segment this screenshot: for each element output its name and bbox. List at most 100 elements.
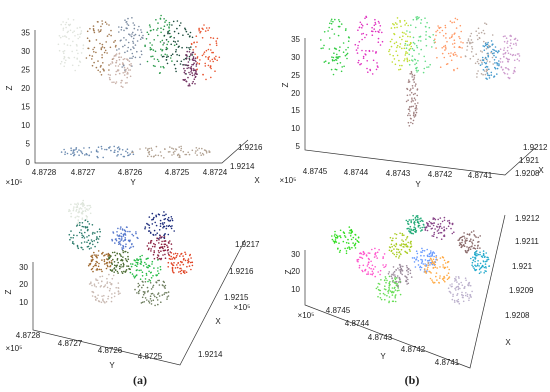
point <box>475 257 477 259</box>
point <box>82 153 84 155</box>
point <box>478 254 480 256</box>
point <box>78 204 80 206</box>
point <box>173 257 175 259</box>
point <box>441 227 443 229</box>
point <box>444 220 446 222</box>
x-axis-label: X <box>215 317 221 326</box>
point <box>398 60 400 62</box>
point <box>388 292 390 294</box>
point <box>473 260 475 262</box>
point <box>140 64 142 66</box>
point <box>159 284 161 286</box>
point <box>394 27 396 29</box>
point <box>121 247 123 249</box>
point <box>162 227 164 229</box>
point <box>448 277 450 279</box>
point <box>416 215 418 217</box>
point <box>399 21 401 23</box>
point <box>461 294 463 296</box>
point <box>435 31 437 33</box>
point <box>119 293 121 295</box>
point <box>362 258 364 260</box>
point <box>399 278 401 280</box>
point <box>413 112 415 114</box>
point <box>408 54 410 56</box>
x-tick-label: 1.9214 <box>198 350 223 359</box>
point <box>440 226 442 228</box>
point <box>496 73 498 75</box>
point <box>418 17 420 19</box>
point <box>151 303 153 305</box>
x-tick-label: 1.9211 <box>515 237 539 246</box>
point <box>177 253 179 255</box>
point <box>127 252 129 254</box>
point <box>413 42 415 44</box>
point <box>97 242 99 244</box>
point <box>385 278 387 280</box>
point <box>96 67 98 69</box>
point <box>189 56 191 58</box>
point <box>59 35 61 37</box>
z-tick-label: 10 <box>291 124 300 133</box>
point <box>190 32 192 34</box>
point <box>183 68 185 70</box>
point <box>465 251 467 253</box>
point <box>197 56 199 58</box>
z-tick-label: 15 <box>21 103 30 112</box>
point <box>192 262 194 264</box>
point <box>329 23 331 25</box>
point <box>105 263 107 265</box>
point <box>197 149 199 151</box>
point <box>93 62 95 64</box>
point <box>393 33 395 35</box>
point <box>183 64 185 66</box>
point <box>192 150 194 152</box>
point <box>63 53 65 55</box>
point <box>97 21 99 23</box>
point <box>177 40 179 42</box>
point <box>412 85 414 87</box>
point <box>98 263 100 265</box>
point <box>166 292 168 294</box>
point <box>409 31 411 33</box>
point <box>480 50 482 52</box>
point <box>372 271 374 273</box>
point <box>405 43 407 45</box>
point <box>99 228 101 230</box>
point <box>73 234 75 236</box>
point <box>208 56 210 58</box>
y-axis-label: Y <box>380 352 386 361</box>
point <box>486 257 488 259</box>
point <box>140 29 142 31</box>
point <box>507 68 509 70</box>
point <box>411 232 413 234</box>
point <box>208 150 210 152</box>
point <box>454 39 456 41</box>
point <box>369 50 371 52</box>
point <box>398 69 400 71</box>
point <box>107 262 109 264</box>
point <box>130 76 132 78</box>
point <box>406 30 408 32</box>
point <box>340 250 342 252</box>
point <box>139 148 141 150</box>
point <box>146 258 148 260</box>
point <box>507 73 509 75</box>
point <box>141 32 143 34</box>
point <box>471 241 473 243</box>
point <box>390 41 392 43</box>
point <box>136 270 138 272</box>
point <box>160 235 162 237</box>
point <box>151 300 153 302</box>
point <box>183 264 185 266</box>
point <box>102 46 104 48</box>
point <box>366 34 368 36</box>
y-tick-label: 4.8742 <box>428 170 453 179</box>
point <box>460 282 462 284</box>
point <box>194 72 196 74</box>
point <box>482 45 484 47</box>
point <box>120 255 122 257</box>
point <box>407 99 409 101</box>
point <box>405 51 407 53</box>
point <box>193 52 195 54</box>
